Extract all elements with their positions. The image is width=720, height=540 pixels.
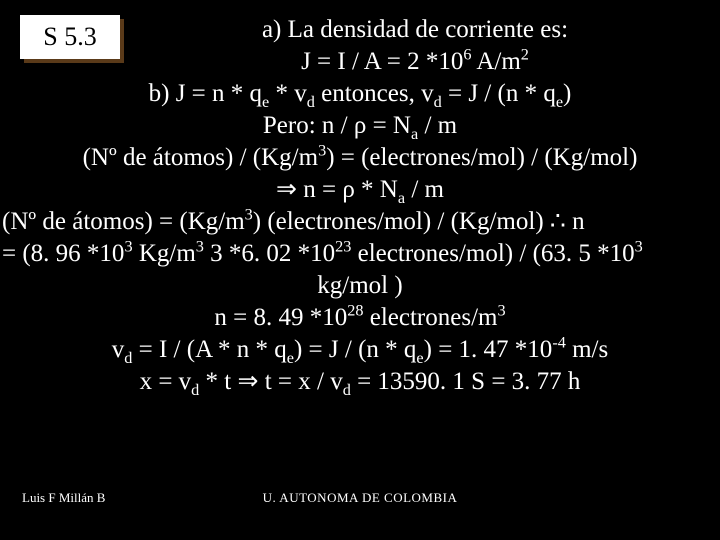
sub: d <box>307 93 315 111</box>
t: Kg/m <box>133 240 196 267</box>
line-4: Pero: n / ρ = Na / m <box>0 110 720 142</box>
t: Pero: n / <box>263 112 354 139</box>
line-8: = (8. 96 *103 Kg/m3 3 *6. 02 *1023 elect… <box>0 238 720 270</box>
t: entonces, v <box>315 80 434 107</box>
line-10: n = 8. 49 *1028 electrones/m3 <box>0 302 720 334</box>
t: ) <box>563 80 571 107</box>
t: * N <box>355 176 398 203</box>
sub: d <box>343 381 351 399</box>
t: (Nº de átomos) / (Kg/m <box>83 144 319 171</box>
t: ) (electrones/mol) / (Kg/mol) <box>253 208 550 235</box>
t: 3 *6. 02 *10 <box>204 240 335 267</box>
sup: 23 <box>335 238 351 256</box>
t: ) = J / (n * q <box>294 336 416 363</box>
line-3: b) J = n * qe * vd entonces, vd = J / (n… <box>0 78 720 110</box>
implies-symbol: ⇒ <box>276 176 297 203</box>
line-7: (Nº de átomos) = (Kg/m3) (electrones/mol… <box>0 206 720 238</box>
t: v <box>112 336 125 363</box>
sup: 2 <box>521 46 529 64</box>
sub: e <box>287 349 294 367</box>
sup: 3 <box>196 238 204 256</box>
line-12: x = vd * t ⇒ t = x / vd = 13590. 1 S = 3… <box>0 366 720 398</box>
sup: 3 <box>318 142 326 160</box>
t: / m <box>405 176 444 203</box>
t: = I / (A * n * q <box>132 336 286 363</box>
t: * v <box>269 80 307 107</box>
line-11: vd = I / (A * n * qe) = J / (n * qe) = 1… <box>0 334 720 366</box>
line-2: J = I / A = 2 *106 A/m2 <box>0 46 720 78</box>
sub: a <box>398 189 405 207</box>
t: = J / (n * q <box>442 80 556 107</box>
rho-symbol: ρ <box>354 112 366 139</box>
t: electrones/m <box>364 304 498 331</box>
line-9: kg/mol ) <box>0 270 720 302</box>
t: * t <box>199 368 237 395</box>
t: electrones/mol) / (63. 5 *10 <box>351 240 634 267</box>
line-5: (Nº de átomos) / (Kg/m3) = (electrones/m… <box>0 142 720 174</box>
t: A/m <box>471 48 520 75</box>
t: b) J = n * q <box>149 80 262 107</box>
t: ) = (electrones/mol) / (Kg/mol) <box>326 144 637 171</box>
t: J = I / A = 2 *10 <box>301 48 463 75</box>
sup: 3 <box>245 206 253 224</box>
t: x = v <box>140 368 192 395</box>
t: (Nº de átomos) = (Kg/m <box>2 208 245 235</box>
t: = 13590. 1 S = 3. 77 h <box>351 368 581 395</box>
t: = (8. 96 *10 <box>2 240 124 267</box>
sub: e <box>556 93 563 111</box>
rho-symbol: ρ <box>342 176 354 203</box>
therefore-symbol: ∴ <box>550 208 566 235</box>
implies-symbol: ⇒ <box>238 368 259 395</box>
sup: 28 <box>347 302 363 320</box>
slide: S 5.3 a) La densidad de corriente es: J … <box>0 0 720 540</box>
t: / m <box>418 112 457 139</box>
line-6: ⇒ n = ρ * Na / m <box>0 174 720 206</box>
t: ) = 1. 47 *10 <box>424 336 553 363</box>
line-1: a) La densidad de corriente es: <box>0 14 720 46</box>
t: t = x / v <box>258 368 342 395</box>
footer-institution: U. AUTONOMA DE COLOMBIA <box>0 490 720 506</box>
sub: e <box>416 349 423 367</box>
t: n = <box>297 176 342 203</box>
sup: 3 <box>497 302 505 320</box>
t: = N <box>366 112 411 139</box>
sup: -4 <box>552 334 566 352</box>
content-block: a) La densidad de corriente es: J = I / … <box>0 14 720 398</box>
sup: 3 <box>635 238 643 256</box>
t: n <box>566 208 585 235</box>
t: m/s <box>566 336 608 363</box>
sup: 3 <box>124 238 132 256</box>
t: n = 8. 49 *10 <box>214 304 347 331</box>
sub: d <box>434 93 442 111</box>
